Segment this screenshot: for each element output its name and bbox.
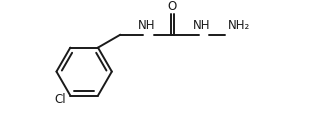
Text: NH: NH	[193, 19, 210, 32]
Text: Cl: Cl	[54, 93, 66, 106]
Text: NH₂: NH₂	[228, 19, 250, 32]
Text: NH: NH	[137, 19, 155, 32]
Text: O: O	[168, 0, 177, 14]
